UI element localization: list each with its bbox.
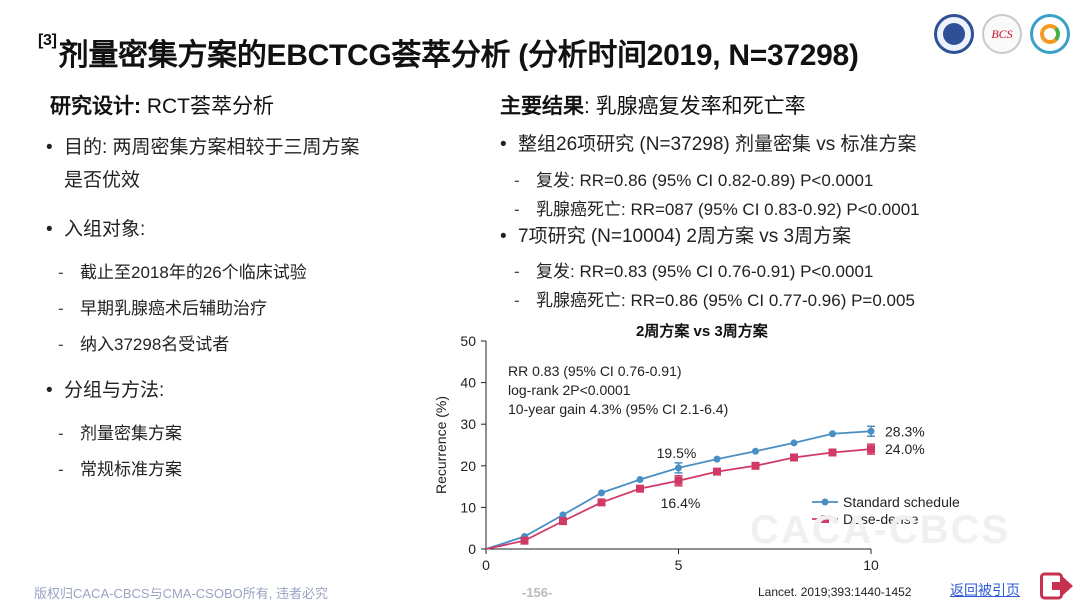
data-point [790,439,798,447]
legend-marker [821,498,829,506]
groups-heading: 分组与方法: [64,380,165,401]
chart-annotation: 10-year gain 4.3% (95% CI 2.1-6.4) [508,401,728,417]
bullet-dot: • [500,226,507,247]
point-label: 28.3% [885,423,925,439]
list-item: - 乳腺癌死亡: RR=0.86 (95% CI 0.77-0.96) P=0.0… [514,291,915,310]
y-tick-label: 10 [460,499,476,515]
list-item: - 常规标准方案 [58,460,182,479]
point-label: 24.0% [885,441,925,457]
design-label: 研究设计: [50,95,147,118]
chart-title: 2周方案 vs 3周方案 [636,323,768,340]
page-title: [3]剂量密集方案的EBCTCG荟萃分析 (分析时间2019, N=37298) [38,30,859,74]
list-item: - 乳腺癌死亡: RR=087 (95% CI 0.83-0.92) P<0.00… [514,200,920,219]
y-tick-label: 30 [460,416,476,432]
data-point [597,498,606,507]
legend-label: Dose-dense [843,511,919,527]
chart-annotation: RR 0.83 (95% CI 0.76-0.91) [508,363,682,379]
back-arrow-icon[interactable] [1040,570,1074,602]
purpose-bullet-cont: 是否优效 [64,166,140,196]
csobo-logo [1030,14,1070,54]
groups-bullet: • 分组与方法: [46,376,164,406]
x-tick-label: 10 [863,557,879,573]
point-label: 16.4% [661,495,701,511]
data-point [559,517,567,526]
y-tick-label: 0 [468,541,476,557]
overall-text: 整组26项研究 (N=37298) 剂量密集 vs 标准方案 [518,134,917,155]
page-number: -156- [522,585,553,600]
results-heading: 主要结果: 乳腺癌复发率和死亡率 [500,90,806,120]
y-tick-label: 50 [460,333,476,349]
x-tick-label: 5 [675,557,683,573]
data-point [520,536,529,545]
purpose-line-1: 目的: 两周密集方案相较于三周方案 [64,137,360,158]
page-title-text: 剂量密集方案的EBCTCG荟萃分析 (分析时间2019, N=37298) [58,39,859,72]
watermark: CACA-CBCS [750,508,1011,552]
data-point [674,476,683,485]
reference-number: [3] [38,32,57,49]
copyright-notice: 版权归CACA-CBCS与CMA-CSOBO所有, 违者必究 [34,586,328,601]
bullet-dot: • [46,380,53,401]
logo-group: BCS [934,14,1070,54]
list-item: - 剂量密集方案 [58,424,182,443]
y-tick-label: 40 [460,375,476,391]
bullet-dot: • [46,219,53,240]
data-point [828,448,837,457]
results-value: : 乳腺癌复发率和死亡率 [584,95,806,118]
data-point [636,484,644,493]
data-point [598,489,605,497]
list-item: - 复发: RR=0.83 (95% CI 0.76-0.91) P<0.0001 [514,262,874,281]
recurrence-chart: 0 10 20 30 40 50 0 5 10 Recurrence (%) RR 0.83 (95… [433,333,960,573]
chart-annotation: log-rank 2P<0.0001 [508,382,631,398]
results-label: 主要结果 [500,95,584,118]
data-point [713,467,721,476]
list-item: - 纳入37298名受试者 [58,335,230,354]
y-axis-label: Recurrence (%) [433,396,449,494]
subjects-heading: 入组对象: [64,219,146,240]
data-point [829,430,836,438]
list-item: - 复发: RR=0.86 (95% CI 0.82-0.89) P<0.0001 [514,171,874,190]
data-point [713,455,721,463]
legend-marker [821,515,829,523]
legend-label: Standard schedule [843,494,960,510]
association-logo [934,14,974,54]
subjects-bullet: • 入组对象: [46,215,145,245]
back-link[interactable]: 返回被引页 [950,582,1020,598]
purpose-bullet: • 目的: 两周密集方案相较于三周方案 [46,133,360,163]
data-point [636,476,644,484]
data-point [559,511,567,519]
purpose-line-2: 是否优效 [64,170,141,191]
data-point [751,461,760,470]
point-label: 19.5% [657,445,697,461]
subset-text: 7项研究 (N=10004) 2周方案 vs 3周方案 [518,226,852,247]
data-point [675,464,682,472]
x-tick-label: 0 [482,557,490,573]
data-point [867,445,875,454]
data-point [867,427,875,435]
overall-bullet: • 整组26项研究 (N=37298) 剂量密集 vs 标准方案 [500,130,917,160]
design-value: RCT荟萃分析 [146,95,274,118]
bullet-dot: • [500,134,507,155]
citation: Lancet. 2019;393:1440-1452 [758,585,912,599]
y-tick-label: 20 [460,458,476,474]
design-heading: 研究设计: RCT荟萃分析 [50,90,274,120]
subset-bullet: • 7项研究 (N=10004) 2周方案 vs 3周方案 [500,222,851,252]
bcs-logo: BCS [982,14,1022,54]
bullet-dot: • [46,137,53,158]
list-item: - 截止至2018年的26个临床试验 [58,263,307,282]
data-point [752,447,759,455]
list-item: - 早期乳腺癌术后辅助治疗 [58,299,267,318]
data-point [790,453,798,462]
